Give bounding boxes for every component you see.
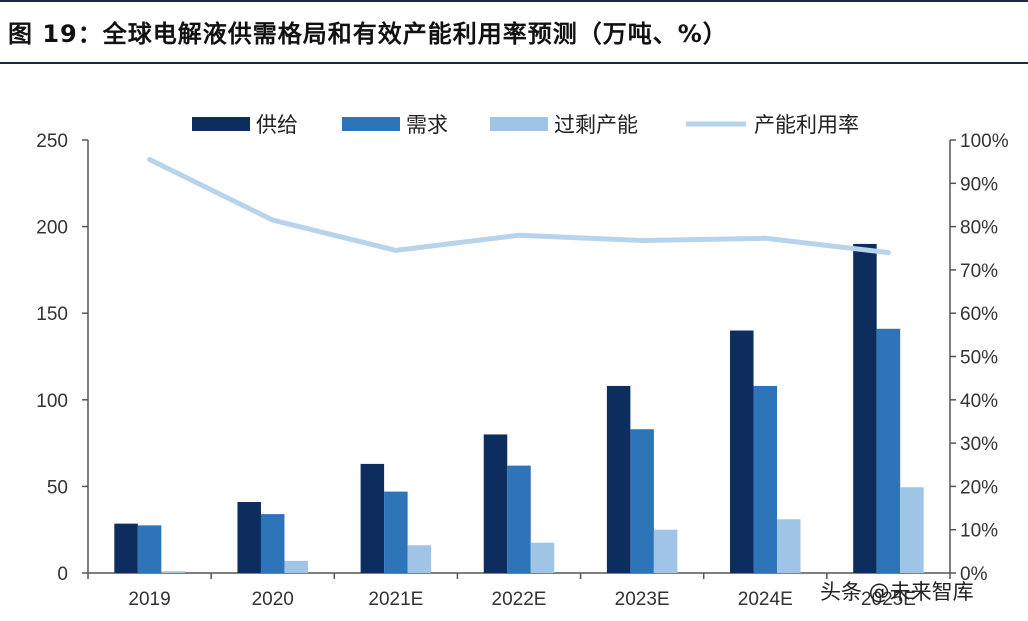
x-tick-label: 2023E <box>615 589 670 610</box>
right-tick-label: 50% <box>960 348 998 369</box>
bar-过剩产能 <box>900 487 924 573</box>
legend-label: 过剩产能 <box>554 113 638 137</box>
bar-过剩产能 <box>777 519 801 573</box>
legend-swatch-过剩产能 <box>490 117 548 131</box>
bar-需求 <box>876 328 901 573</box>
x-tick-label: 2019 <box>128 589 170 610</box>
right-tick-label: 100% <box>960 131 1009 152</box>
left-tick-label: 150 <box>36 304 68 325</box>
legend-label: 产能利用率 <box>754 113 859 137</box>
bar-需求 <box>384 491 408 573</box>
left-tick-label: 200 <box>36 218 68 239</box>
right-tick-label: 80% <box>960 218 998 239</box>
right-tick-label: 30% <box>960 434 998 455</box>
utilization-line <box>147 156 891 256</box>
legend: 供给 需求 过剩产能 产能利用率 <box>192 113 859 137</box>
bar-供给 <box>483 434 508 573</box>
legend-swatch-供给 <box>192 117 250 131</box>
bar-供给 <box>237 501 261 573</box>
bar-需求 <box>260 514 285 573</box>
legend-swatch-需求 <box>342 117 400 131</box>
right-tick-label: 10% <box>960 521 998 542</box>
bar-过剩产能 <box>284 560 308 573</box>
x-tick-label: 2020 <box>252 589 294 610</box>
legend-label: 供给 <box>256 113 298 137</box>
right-tick-label: 20% <box>960 477 998 498</box>
bar-需求 <box>507 465 531 573</box>
figure-title: 图 19：全球电解液供需格局和有效产能利用率预测（万吨、%） <box>8 20 728 48</box>
bars <box>114 243 924 574</box>
watermark-text: 头条 @未来智库 <box>820 580 974 604</box>
bar-需求 <box>630 429 654 573</box>
bar-供给 <box>114 523 138 573</box>
right-tick-label: 60% <box>960 304 998 325</box>
bar-供给 <box>730 330 754 573</box>
bar-供给 <box>853 243 877 574</box>
right-tick-label: 90% <box>960 174 998 195</box>
left-tick-label: 0 <box>57 564 68 585</box>
right-tick-label: 40% <box>960 391 998 412</box>
axes: 0 50 100 150 200 250 0% 10% 20% 30% 40% 50% 60% 70% 80… <box>36 131 1008 610</box>
bar-供给 <box>606 385 631 573</box>
left-tick-label: 50 <box>47 477 68 498</box>
left-tick-label: 100 <box>36 391 68 412</box>
bar-过剩产能 <box>653 529 678 573</box>
x-tick-label: 2021E <box>368 589 423 610</box>
right-tick-label: 70% <box>960 261 998 282</box>
right-tick-label: 0% <box>960 564 988 585</box>
x-tick-label: 2022E <box>492 589 547 610</box>
bar-需求 <box>753 385 778 573</box>
bar-需求 <box>137 525 162 573</box>
x-tick-label: 2025E <box>861 589 916 610</box>
legend-label: 需求 <box>406 113 448 137</box>
x-tick-label: 2024E <box>738 589 793 610</box>
bar-过剩产能 <box>407 545 432 573</box>
left-tick-label: 250 <box>36 131 68 152</box>
figure-header: 图 19：全球电解液供需格局和有效产能利用率预测（万吨、%） <box>0 0 1028 64</box>
bar-供给 <box>360 463 385 573</box>
bar-过剩产能 <box>530 542 555 573</box>
bar-过剩产能 <box>161 571 185 573</box>
watermark: 头条 @未来智库 <box>820 570 1020 610</box>
line-产能利用率 <box>147 156 891 256</box>
